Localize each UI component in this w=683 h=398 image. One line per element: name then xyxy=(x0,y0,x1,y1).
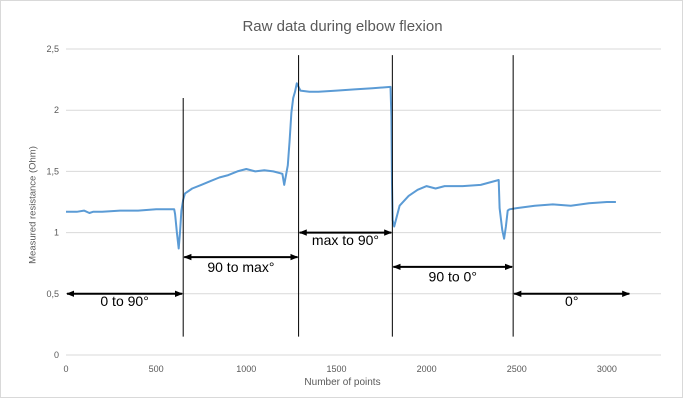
phase-label: 90 to max° xyxy=(207,259,274,275)
y-tick-label: 1 xyxy=(54,228,59,238)
x-tick-label: 1500 xyxy=(326,364,346,374)
y-tick-label: 1,5 xyxy=(46,166,59,176)
y-tick-label: 0 xyxy=(54,350,59,360)
x-tick-label: 1000 xyxy=(236,364,256,374)
phase-label: 90 to 0° xyxy=(429,269,477,285)
phase-label: 0 to 90° xyxy=(100,293,148,309)
y-tick-label: 0,5 xyxy=(46,289,59,299)
x-tick-label: 2000 xyxy=(417,364,437,374)
series-line xyxy=(66,82,616,250)
y-tick-label: 2,5 xyxy=(46,44,59,54)
x-axis-label: Number of points xyxy=(304,377,381,388)
y-tick-label: 2 xyxy=(54,105,59,115)
chart-title: Raw data during elbow flexion xyxy=(242,18,443,35)
phase-label: max to 90° xyxy=(312,232,379,248)
phase-label: 0° xyxy=(565,293,578,309)
x-tick-label: 2500 xyxy=(507,364,527,374)
x-tick-label: 500 xyxy=(149,364,164,374)
x-tick-label: 0 xyxy=(63,364,68,374)
x-tick-label: 3000 xyxy=(597,364,617,374)
